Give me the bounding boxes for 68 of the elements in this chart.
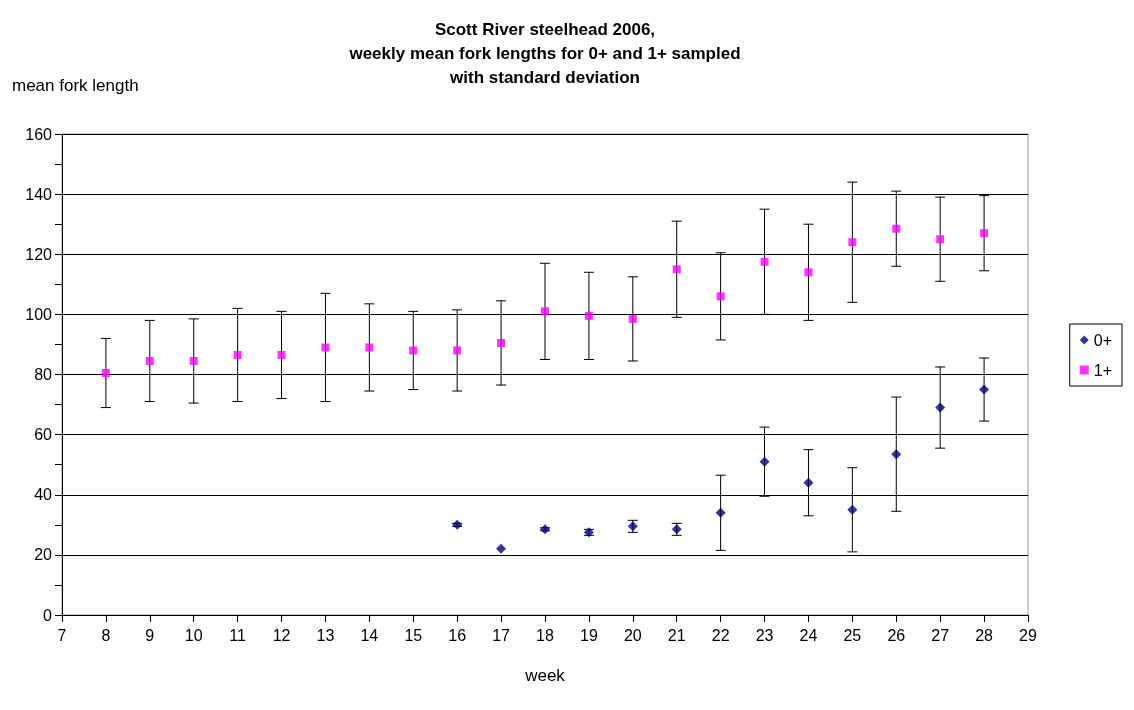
point bbox=[365, 343, 374, 352]
point bbox=[935, 402, 946, 413]
y-tick-label: 80 bbox=[34, 366, 53, 383]
point bbox=[452, 519, 463, 530]
x-tick-label: 29 bbox=[1019, 626, 1037, 644]
x-tick-label: 17 bbox=[492, 626, 511, 644]
x-tick-label: 22 bbox=[711, 626, 730, 644]
x-tick-label: 7 bbox=[57, 626, 67, 644]
point bbox=[277, 350, 286, 359]
point bbox=[979, 384, 990, 395]
x-tick-label: 9 bbox=[145, 626, 155, 644]
point bbox=[584, 311, 593, 320]
x-tick-label: 12 bbox=[272, 626, 291, 644]
x-tick-label: 25 bbox=[843, 626, 862, 644]
point bbox=[936, 235, 945, 244]
point bbox=[540, 524, 550, 535]
point bbox=[145, 356, 154, 365]
x-tick-label: 16 bbox=[448, 626, 467, 644]
point bbox=[803, 477, 814, 488]
x-tick-label: 20 bbox=[623, 626, 642, 644]
point bbox=[321, 343, 330, 352]
y-tick-label: 140 bbox=[25, 185, 53, 203]
y-tick-label: 160 bbox=[25, 125, 53, 143]
point bbox=[847, 504, 858, 515]
y-tick-label: 20 bbox=[34, 546, 53, 564]
point bbox=[496, 543, 507, 554]
legend-label: 1+ bbox=[1093, 361, 1113, 379]
point bbox=[715, 507, 726, 518]
legend-label: 0+ bbox=[1093, 331, 1113, 349]
x-tick-label: 13 bbox=[316, 626, 335, 644]
x-tick-label: 15 bbox=[404, 626, 423, 644]
point bbox=[189, 356, 198, 365]
point bbox=[453, 346, 462, 355]
point bbox=[628, 314, 637, 323]
x-tick-label: 10 bbox=[184, 626, 203, 644]
x-axis-title: week bbox=[524, 666, 566, 685]
point bbox=[497, 338, 506, 347]
y-tick-label: 0 bbox=[43, 606, 53, 624]
point bbox=[980, 229, 989, 238]
x-tick-label: 18 bbox=[536, 626, 554, 644]
x-tick-label: 21 bbox=[667, 626, 686, 644]
point bbox=[541, 307, 549, 316]
point bbox=[804, 268, 813, 277]
point bbox=[848, 238, 857, 247]
point bbox=[892, 224, 901, 233]
y-tick-label: 120 bbox=[25, 245, 53, 263]
x-tick-label: 11 bbox=[229, 626, 247, 644]
point bbox=[716, 292, 725, 301]
x-tick-label: 8 bbox=[101, 626, 111, 644]
point bbox=[672, 265, 681, 274]
point bbox=[760, 257, 769, 266]
x-tick-label: 28 bbox=[975, 626, 994, 644]
point bbox=[759, 456, 770, 467]
y-axis-title: mean fork length bbox=[12, 76, 139, 95]
y-tick-label: 40 bbox=[34, 486, 53, 504]
x-tick-label: 14 bbox=[360, 626, 379, 644]
point bbox=[891, 449, 902, 460]
x-tick-label: 27 bbox=[931, 626, 950, 644]
x-tick-label: 26 bbox=[887, 626, 906, 644]
y-tick-label: 100 bbox=[25, 305, 53, 323]
point bbox=[101, 369, 110, 377]
x-tick-label: 19 bbox=[580, 626, 598, 644]
point bbox=[233, 350, 242, 359]
chart-title: Scott River steelhead 2006, weekly mean fork lengths for 0+ and 1+ sampled with standard deviation bbox=[348, 19, 741, 87]
x-tick-label: 24 bbox=[799, 626, 818, 644]
point bbox=[409, 346, 418, 355]
x-tick-label: 23 bbox=[755, 626, 774, 644]
y-tick-label: 60 bbox=[34, 426, 53, 444]
